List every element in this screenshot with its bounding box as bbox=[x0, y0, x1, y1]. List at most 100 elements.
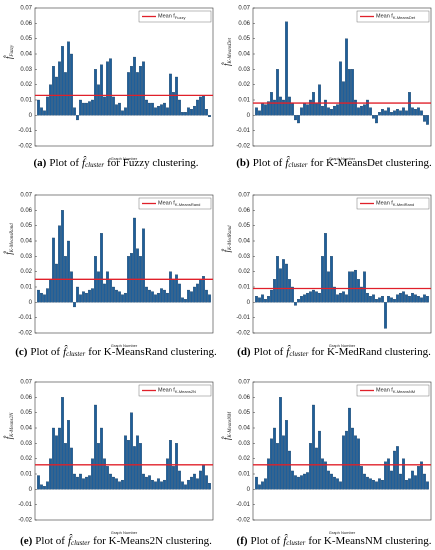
legend-label: Mean fK-MedRand bbox=[376, 201, 414, 207]
bar bbox=[37, 289, 40, 303]
bar bbox=[360, 286, 363, 303]
bar bbox=[67, 41, 70, 116]
bar bbox=[79, 294, 82, 303]
bar bbox=[381, 479, 384, 490]
bar bbox=[333, 476, 336, 490]
bar bbox=[124, 107, 127, 116]
bar bbox=[181, 112, 184, 116]
bar bbox=[306, 472, 309, 490]
bar bbox=[327, 271, 330, 303]
bar bbox=[384, 302, 387, 329]
bar bbox=[67, 240, 70, 303]
y-tick-label: 0.02 bbox=[20, 456, 32, 462]
bar bbox=[49, 84, 52, 116]
bar bbox=[300, 475, 303, 490]
bar bbox=[285, 263, 288, 303]
caption-pre: Plot of bbox=[49, 157, 79, 169]
bar bbox=[279, 397, 282, 490]
legend-text: Mean f bbox=[158, 201, 175, 207]
y-label-main: f̂ bbox=[3, 435, 14, 439]
bar bbox=[327, 107, 330, 116]
bar bbox=[348, 407, 351, 490]
bar bbox=[55, 263, 58, 303]
bar bbox=[82, 291, 85, 303]
panel: -0.02 -0.01 0 0.01 0.02 0.03 0.04 0.05 0.06 0.07 M… bbox=[3, 380, 214, 535]
bar bbox=[61, 46, 64, 116]
bar bbox=[351, 271, 354, 303]
y-tick-label: 0 bbox=[247, 487, 251, 493]
bar bbox=[64, 72, 67, 116]
bar bbox=[208, 483, 211, 490]
bar bbox=[381, 109, 384, 116]
bar bbox=[273, 279, 276, 303]
bar bbox=[384, 110, 387, 116]
bar bbox=[76, 115, 79, 121]
bar bbox=[357, 438, 360, 490]
y-tick-label: 0.01 bbox=[20, 472, 32, 478]
bar bbox=[121, 479, 124, 490]
bar bbox=[133, 446, 136, 490]
bar bbox=[115, 289, 118, 303]
bar bbox=[67, 420, 70, 490]
bar bbox=[109, 279, 112, 303]
y-tick-label: 0.03 bbox=[20, 67, 32, 73]
y-tick-label: -0.02 bbox=[236, 331, 250, 337]
bar bbox=[103, 458, 106, 490]
bar bbox=[345, 38, 348, 116]
bar bbox=[321, 256, 324, 303]
bar bbox=[276, 69, 279, 116]
legend-text: Mean f bbox=[158, 14, 175, 20]
bar bbox=[414, 294, 417, 303]
bar bbox=[121, 294, 124, 303]
y-tick-label: 0.01 bbox=[238, 98, 250, 104]
bar bbox=[112, 286, 115, 303]
caption-pre: Plot of bbox=[30, 346, 60, 358]
bar bbox=[423, 115, 426, 122]
bar bbox=[94, 69, 97, 116]
bar bbox=[169, 73, 172, 116]
y-label-sub: K-MeansDet bbox=[228, 37, 233, 64]
bar bbox=[163, 479, 166, 490]
bar bbox=[399, 110, 402, 116]
bar bbox=[411, 292, 414, 303]
bar bbox=[357, 107, 360, 116]
y-tick-label: 0.05 bbox=[20, 410, 32, 416]
bar bbox=[136, 72, 139, 116]
y-tick-label: -0.01 bbox=[236, 315, 250, 321]
bar bbox=[49, 458, 52, 490]
bar bbox=[193, 286, 196, 303]
bar bbox=[58, 225, 61, 303]
bar bbox=[106, 271, 109, 303]
bar bbox=[360, 105, 363, 116]
y-tick-label: 0.07 bbox=[20, 380, 32, 386]
bar bbox=[37, 475, 40, 490]
y-axis-label: f̂Fuzzy bbox=[3, 44, 15, 59]
bar bbox=[40, 484, 43, 490]
panel: -0.02 -0.01 0 0.01 0.02 0.03 0.04 0.05 0.06 0.07 M… bbox=[3, 6, 214, 161]
y-tick-label: 0.07 bbox=[238, 380, 250, 386]
bar bbox=[100, 427, 103, 490]
bar bbox=[264, 104, 267, 116]
bar bbox=[342, 81, 345, 116]
bar bbox=[43, 110, 46, 116]
bar bbox=[405, 294, 408, 303]
bar bbox=[402, 291, 405, 303]
y-tick-label: 0 bbox=[29, 487, 33, 493]
bar bbox=[378, 478, 381, 490]
legend: Mean fK-MeansRand bbox=[138, 197, 212, 210]
bar bbox=[103, 96, 106, 116]
caption-sub: cluster bbox=[288, 161, 307, 169]
bar bbox=[142, 473, 145, 490]
bar bbox=[390, 297, 393, 303]
bar bbox=[70, 53, 73, 116]
caption-label: (a) bbox=[34, 157, 47, 169]
y-label-main: f̂ bbox=[221, 436, 232, 440]
y-tick-label: 0.07 bbox=[20, 193, 32, 199]
bar bbox=[354, 99, 357, 116]
bar bbox=[133, 56, 136, 116]
y-tick-label: 0.02 bbox=[20, 269, 32, 275]
bar bbox=[408, 478, 411, 490]
bar bbox=[378, 297, 381, 303]
bar bbox=[297, 476, 300, 490]
bar bbox=[420, 461, 423, 490]
